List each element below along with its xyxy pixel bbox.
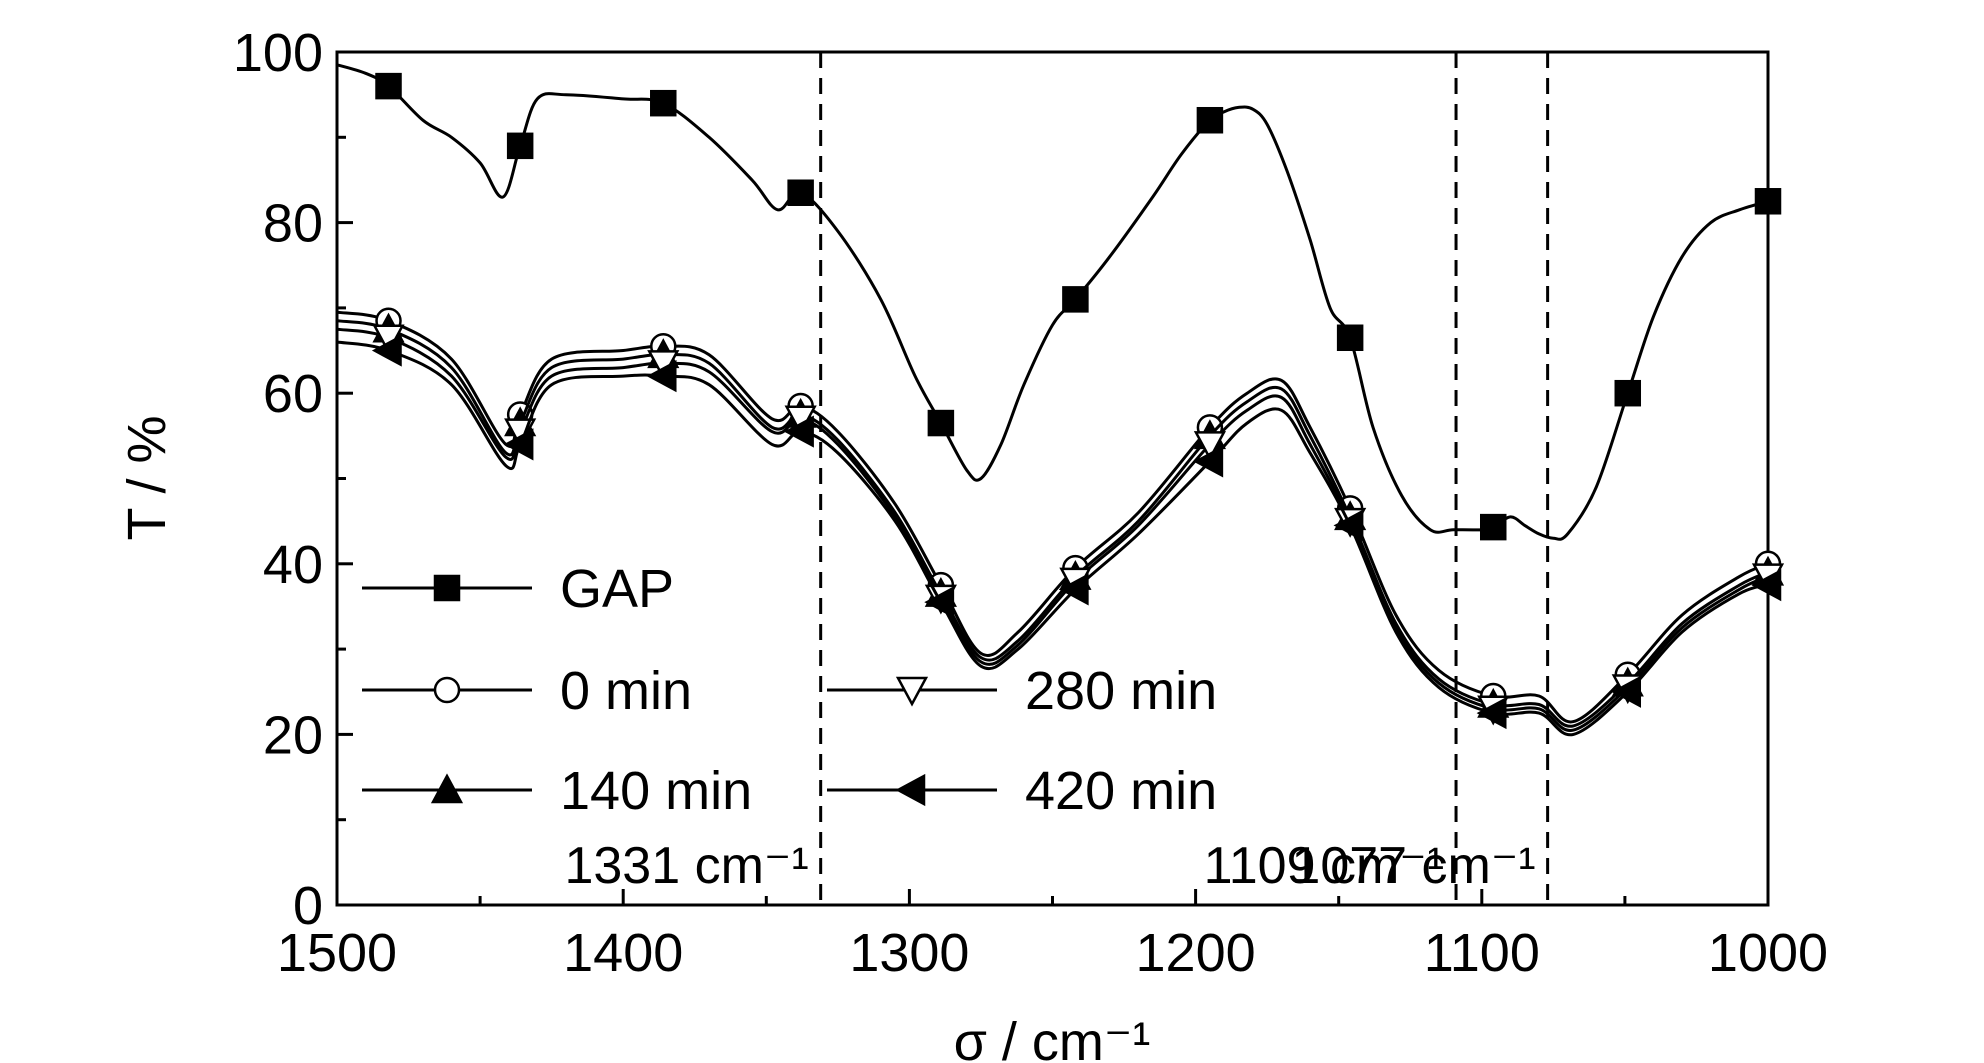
series-line <box>336 327 1769 732</box>
data-point <box>646 360 677 393</box>
data-point <box>1754 188 1782 215</box>
axes-layer: 1500 1400 1300 1200 1100 1000 0 20 40 60 80 100 <box>233 23 1828 983</box>
series-420-min <box>336 334 1782 737</box>
y-tick-label: 40 <box>263 535 323 595</box>
legend-label: 420 min <box>1025 761 1217 821</box>
legend-marker <box>895 676 929 707</box>
data-point <box>1336 324 1364 352</box>
peak-annotation: 1077 cm⁻¹ <box>1291 837 1535 895</box>
data-point <box>1196 106 1224 134</box>
y-tick-label: 80 <box>263 194 323 254</box>
series-0-min <box>336 307 1782 724</box>
y-tick-label: 0 <box>293 876 323 936</box>
series-line <box>336 310 1769 724</box>
y-axis-title: T / % <box>117 415 177 540</box>
data-point <box>1193 445 1224 478</box>
data-point <box>1476 696 1507 730</box>
x-tick-label: 1500 <box>277 923 397 983</box>
data-point <box>927 409 955 437</box>
legend-label: 280 min <box>1025 661 1217 721</box>
data-point <box>1614 379 1642 407</box>
x-tick-label: 1100 <box>1424 923 1540 983</box>
legend-entry: 0 min <box>362 661 692 721</box>
data-point <box>1062 286 1089 313</box>
legend-marker <box>433 676 461 704</box>
series-gap <box>336 63 1782 541</box>
data-point <box>1611 675 1642 708</box>
data-point <box>375 72 402 100</box>
series-layer <box>336 63 1785 737</box>
data-point <box>371 334 402 367</box>
series-line <box>336 340 1769 737</box>
y-tick-label: 20 <box>263 705 323 765</box>
legend-entry: 280 min <box>827 661 1217 721</box>
y-tick-label: 100 <box>233 23 323 83</box>
series-line <box>336 319 1769 728</box>
y-tick-label: 60 <box>263 364 323 424</box>
legend-marker <box>895 773 926 807</box>
data-point <box>506 132 534 160</box>
legend-label: 140 min <box>560 761 752 821</box>
data-point <box>787 179 814 206</box>
data-point <box>650 89 677 117</box>
data-point <box>1193 431 1227 462</box>
legend-label: GAP <box>560 559 674 619</box>
data-point <box>1333 509 1364 542</box>
x-tick-label: 1200 <box>1136 923 1256 983</box>
data-point <box>503 428 534 461</box>
legend-entry: 140 min <box>362 761 752 821</box>
data-point <box>1058 573 1089 606</box>
x-tick-label: 1400 <box>563 923 683 983</box>
series-line <box>336 63 1769 541</box>
data-point <box>924 586 955 619</box>
legend-entry: 420 min <box>827 761 1217 821</box>
x-tick-label: 1000 <box>1708 923 1828 983</box>
legend-label: 0 min <box>560 661 692 721</box>
x-tick-label: 1300 <box>849 923 969 983</box>
data-point <box>1751 569 1782 602</box>
x-axis-title: σ / cm⁻¹ <box>954 1012 1151 1063</box>
legend-marker <box>430 773 464 804</box>
data-point <box>1479 513 1507 541</box>
data-point <box>784 415 814 448</box>
peak-annotation: 1331 cm⁻¹ <box>564 837 808 895</box>
legend-entry: GAP <box>362 559 674 619</box>
reference-lines <box>819 52 1550 905</box>
peak-annotation: 1109 cm⁻¹ <box>1204 837 1444 895</box>
legend-marker <box>433 574 461 602</box>
legend: GAP 0 min 140 min 280 min 420 min <box>362 559 1217 821</box>
